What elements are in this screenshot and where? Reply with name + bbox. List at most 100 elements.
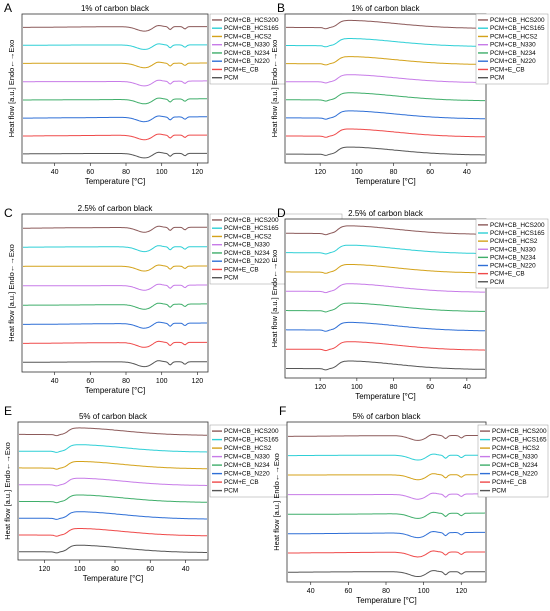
legend-label: PCM+E_CB bbox=[224, 66, 259, 73]
series-line bbox=[19, 444, 208, 453]
series-line bbox=[23, 225, 207, 233]
y-axis-label: Heat flow [a.u.] Endo←→Exo bbox=[7, 244, 16, 342]
legend-label: PCM+CB_HCS2 bbox=[492, 445, 540, 452]
series-line bbox=[19, 477, 207, 487]
x-tick-label: 40 bbox=[463, 169, 471, 176]
x-axis-label: Temperature [°C] bbox=[355, 177, 416, 186]
legend-label: PCM+CB_N330 bbox=[490, 42, 536, 49]
series-line bbox=[18, 494, 207, 504]
panel-letter: F bbox=[279, 404, 286, 418]
x-tick-label: 100 bbox=[351, 169, 363, 176]
legend-label: PCM+CB_HCS200 bbox=[224, 17, 279, 24]
legend-label: PCM+CB_HCS165 bbox=[224, 225, 279, 232]
plot-frame bbox=[284, 13, 487, 164]
plot-frame bbox=[21, 213, 209, 373]
series-line bbox=[286, 225, 485, 236]
panel-title: 5% of carbon black bbox=[79, 412, 148, 421]
legend-label: PCM+CB_N330 bbox=[224, 242, 270, 249]
legend-label: PCM bbox=[490, 279, 504, 286]
legend-label: PCM bbox=[224, 275, 238, 282]
legend-label: PCM bbox=[490, 75, 504, 82]
x-tick-label: 80 bbox=[111, 566, 119, 573]
legend-label: PCM+CB_HCS2 bbox=[224, 233, 272, 240]
legend-label: PCM+CB_N234 bbox=[224, 50, 270, 57]
legend-label: PCM+CB_N220 bbox=[224, 471, 270, 478]
legend-label: PCM+E_CB bbox=[492, 479, 527, 486]
plot-frame bbox=[286, 421, 487, 583]
x-tick-label: 80 bbox=[382, 588, 390, 595]
y-axis-label: Heat flow [a.u.] Endo←→Exo bbox=[7, 40, 16, 138]
x-tick-label: 40 bbox=[51, 169, 59, 176]
x-tick-label: 120 bbox=[192, 378, 204, 385]
legend-label: PCM+CB_HCS165 bbox=[492, 437, 547, 444]
legend-label: PCM+CB_N220 bbox=[492, 471, 538, 478]
series-line bbox=[286, 146, 485, 156]
series-line bbox=[286, 92, 485, 102]
series-line bbox=[23, 302, 207, 310]
series-line bbox=[286, 19, 486, 30]
panel-b: B 1% of carbon black Heat flow [a.u.] Endo… bbox=[270, 1, 549, 186]
plot-frame bbox=[17, 421, 209, 561]
panel-letter: E bbox=[4, 404, 12, 418]
legend-label: PCM+CB_N220 bbox=[224, 258, 270, 265]
legend-label: PCM+CB_N220 bbox=[490, 58, 536, 65]
plot-frame bbox=[21, 13, 209, 164]
legend-label: PCM+CB_HCS2 bbox=[490, 33, 538, 40]
x-tick-label: 40 bbox=[51, 378, 59, 385]
legend-label: PCM+CB_N234 bbox=[490, 50, 536, 57]
series-line bbox=[286, 38, 486, 48]
panel-letter: A bbox=[4, 1, 12, 15]
legend-box bbox=[475, 218, 549, 289]
panel-title: 1% of carbon black bbox=[81, 4, 150, 13]
series-line bbox=[23, 97, 207, 105]
series-line bbox=[286, 128, 485, 138]
legend-box bbox=[475, 13, 549, 85]
panel-letter: B bbox=[277, 1, 285, 15]
legend-label: PCM+CB_HCS200 bbox=[224, 217, 279, 224]
legend-label: PCM bbox=[224, 488, 238, 495]
series-line bbox=[288, 492, 485, 500]
legend-label: PCM+E_CB bbox=[490, 66, 525, 73]
x-tick-label: 60 bbox=[426, 384, 434, 391]
x-tick-label: 120 bbox=[314, 169, 326, 176]
x-tick-label: 80 bbox=[122, 169, 130, 176]
series-line bbox=[23, 24, 207, 32]
series-line bbox=[286, 283, 485, 294]
y-axis-label: Heat flow [a.u.] Endo←→Exo bbox=[3, 442, 12, 540]
series-line bbox=[19, 511, 207, 520]
legend-label: PCM+CB_N234 bbox=[224, 250, 270, 257]
legend-label: PCM+CB_N234 bbox=[224, 462, 270, 469]
series-line bbox=[19, 427, 207, 437]
legend-label: PCM+E_CB bbox=[490, 271, 525, 278]
series-line bbox=[288, 550, 485, 558]
legend-label: PCM+CB_HCS165 bbox=[224, 25, 279, 32]
series-line bbox=[19, 461, 207, 470]
series-line bbox=[19, 528, 207, 537]
x-tick-label: 80 bbox=[390, 384, 398, 391]
x-tick-label: 60 bbox=[344, 588, 352, 595]
series-line bbox=[23, 283, 207, 291]
series-line bbox=[286, 244, 485, 255]
x-tick-label: 60 bbox=[86, 169, 94, 176]
legend-label: PCM+CB_N330 bbox=[224, 42, 270, 49]
x-tick-label: 120 bbox=[39, 566, 51, 573]
panel-letter: D bbox=[277, 206, 286, 220]
series-line bbox=[19, 544, 207, 554]
legend-label: PCM+CB_N330 bbox=[490, 246, 536, 253]
x-axis-label: Temperature [°C] bbox=[85, 386, 146, 395]
series-line bbox=[23, 115, 207, 123]
series-line bbox=[23, 340, 207, 348]
legend-label: PCM+CB_HCS200 bbox=[490, 17, 545, 24]
x-tick-label: 60 bbox=[86, 378, 94, 385]
series-line bbox=[288, 511, 486, 519]
legend-label: PCM+CB_N330 bbox=[224, 454, 270, 461]
panel-f: F 5% of carbon black Heat flow [a.u.] Endo… bbox=[272, 404, 549, 605]
plot-frame bbox=[284, 218, 487, 379]
legend-label: PCM+CB_N234 bbox=[492, 462, 538, 469]
legend-label: PCM+CB_N220 bbox=[490, 263, 536, 270]
panel-letter: C bbox=[4, 206, 13, 220]
legend-label: PCM+CB_HCS2 bbox=[490, 238, 538, 245]
series-line bbox=[23, 321, 207, 329]
series-line bbox=[286, 360, 486, 371]
